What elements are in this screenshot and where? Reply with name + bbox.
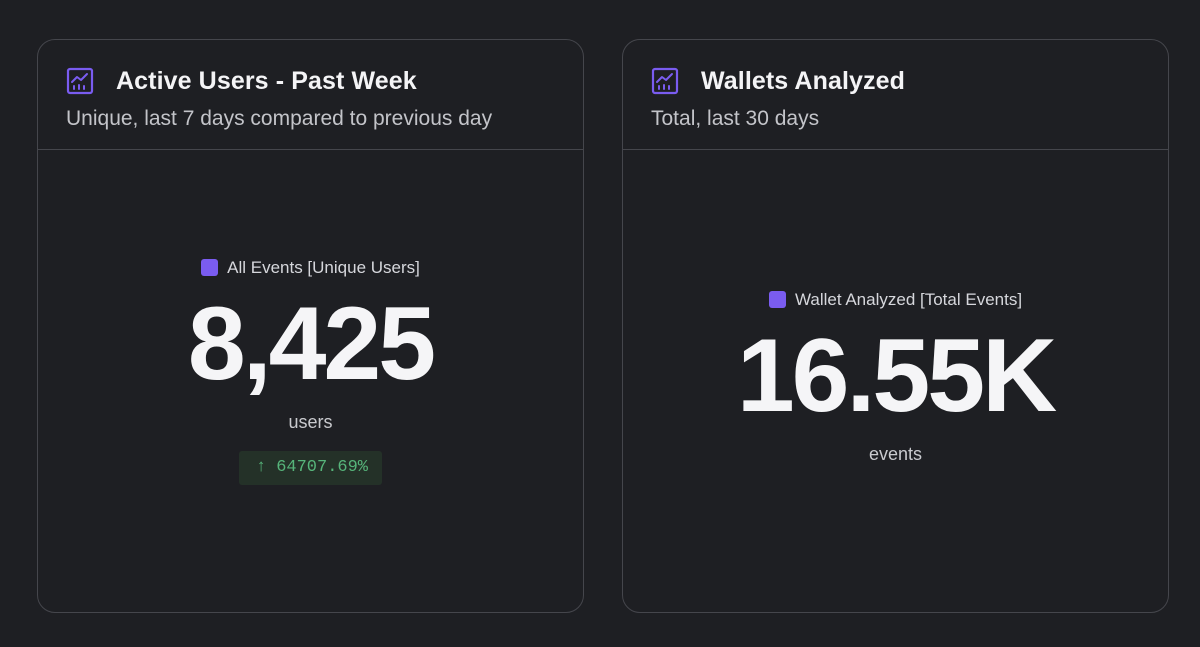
card-subtitle: Total, last 30 days xyxy=(651,107,820,130)
legend-label: Wallet Analyzed [Total Events] xyxy=(794,289,1023,309)
card-header: Wallets Analyzed Total, last 30 days xyxy=(623,40,1168,150)
legend: All Events [Unique Users] xyxy=(201,258,420,278)
legend: Wallet Analyzed [Total Events] xyxy=(768,289,1023,310)
chart-icon xyxy=(66,67,94,95)
metric-unit: users xyxy=(288,411,333,432)
title-row: Active Users - Past Week xyxy=(66,64,583,98)
title-row: Wallets Analyzed xyxy=(651,64,1168,98)
card-body: Wallet Analyzed [Total Events] 16.55K ev… xyxy=(623,150,1168,612)
metric-unit: events xyxy=(868,443,923,464)
legend-label: All Events [Unique Users] xyxy=(227,257,420,277)
legend-swatch xyxy=(201,259,219,276)
delta-badge: ↑ 64707.69% xyxy=(238,450,383,485)
chart-icon xyxy=(651,67,679,95)
arrow-up-icon: ↑ xyxy=(255,457,267,477)
card-header: Active Users - Past Week Unique, last 7 … xyxy=(38,40,583,150)
metric-value: 16.55K xyxy=(736,317,1057,434)
card-title: Wallets Analyzed xyxy=(701,66,905,95)
card-body: All Events [Unique Users] 8,425 users ↑ … xyxy=(38,150,583,612)
card-subtitle: Unique, last 7 days compared to previous… xyxy=(66,107,493,130)
legend-swatch xyxy=(768,291,786,308)
active-users-card[interactable]: Active Users - Past Week Unique, last 7 … xyxy=(37,39,584,613)
card-title: Active Users - Past Week xyxy=(116,66,417,95)
metric-value: 8,425 xyxy=(187,285,436,402)
wallets-analyzed-card[interactable]: Wallets Analyzed Total, last 30 days Wal… xyxy=(622,39,1169,613)
delta-value: 64707.69% xyxy=(276,457,369,477)
